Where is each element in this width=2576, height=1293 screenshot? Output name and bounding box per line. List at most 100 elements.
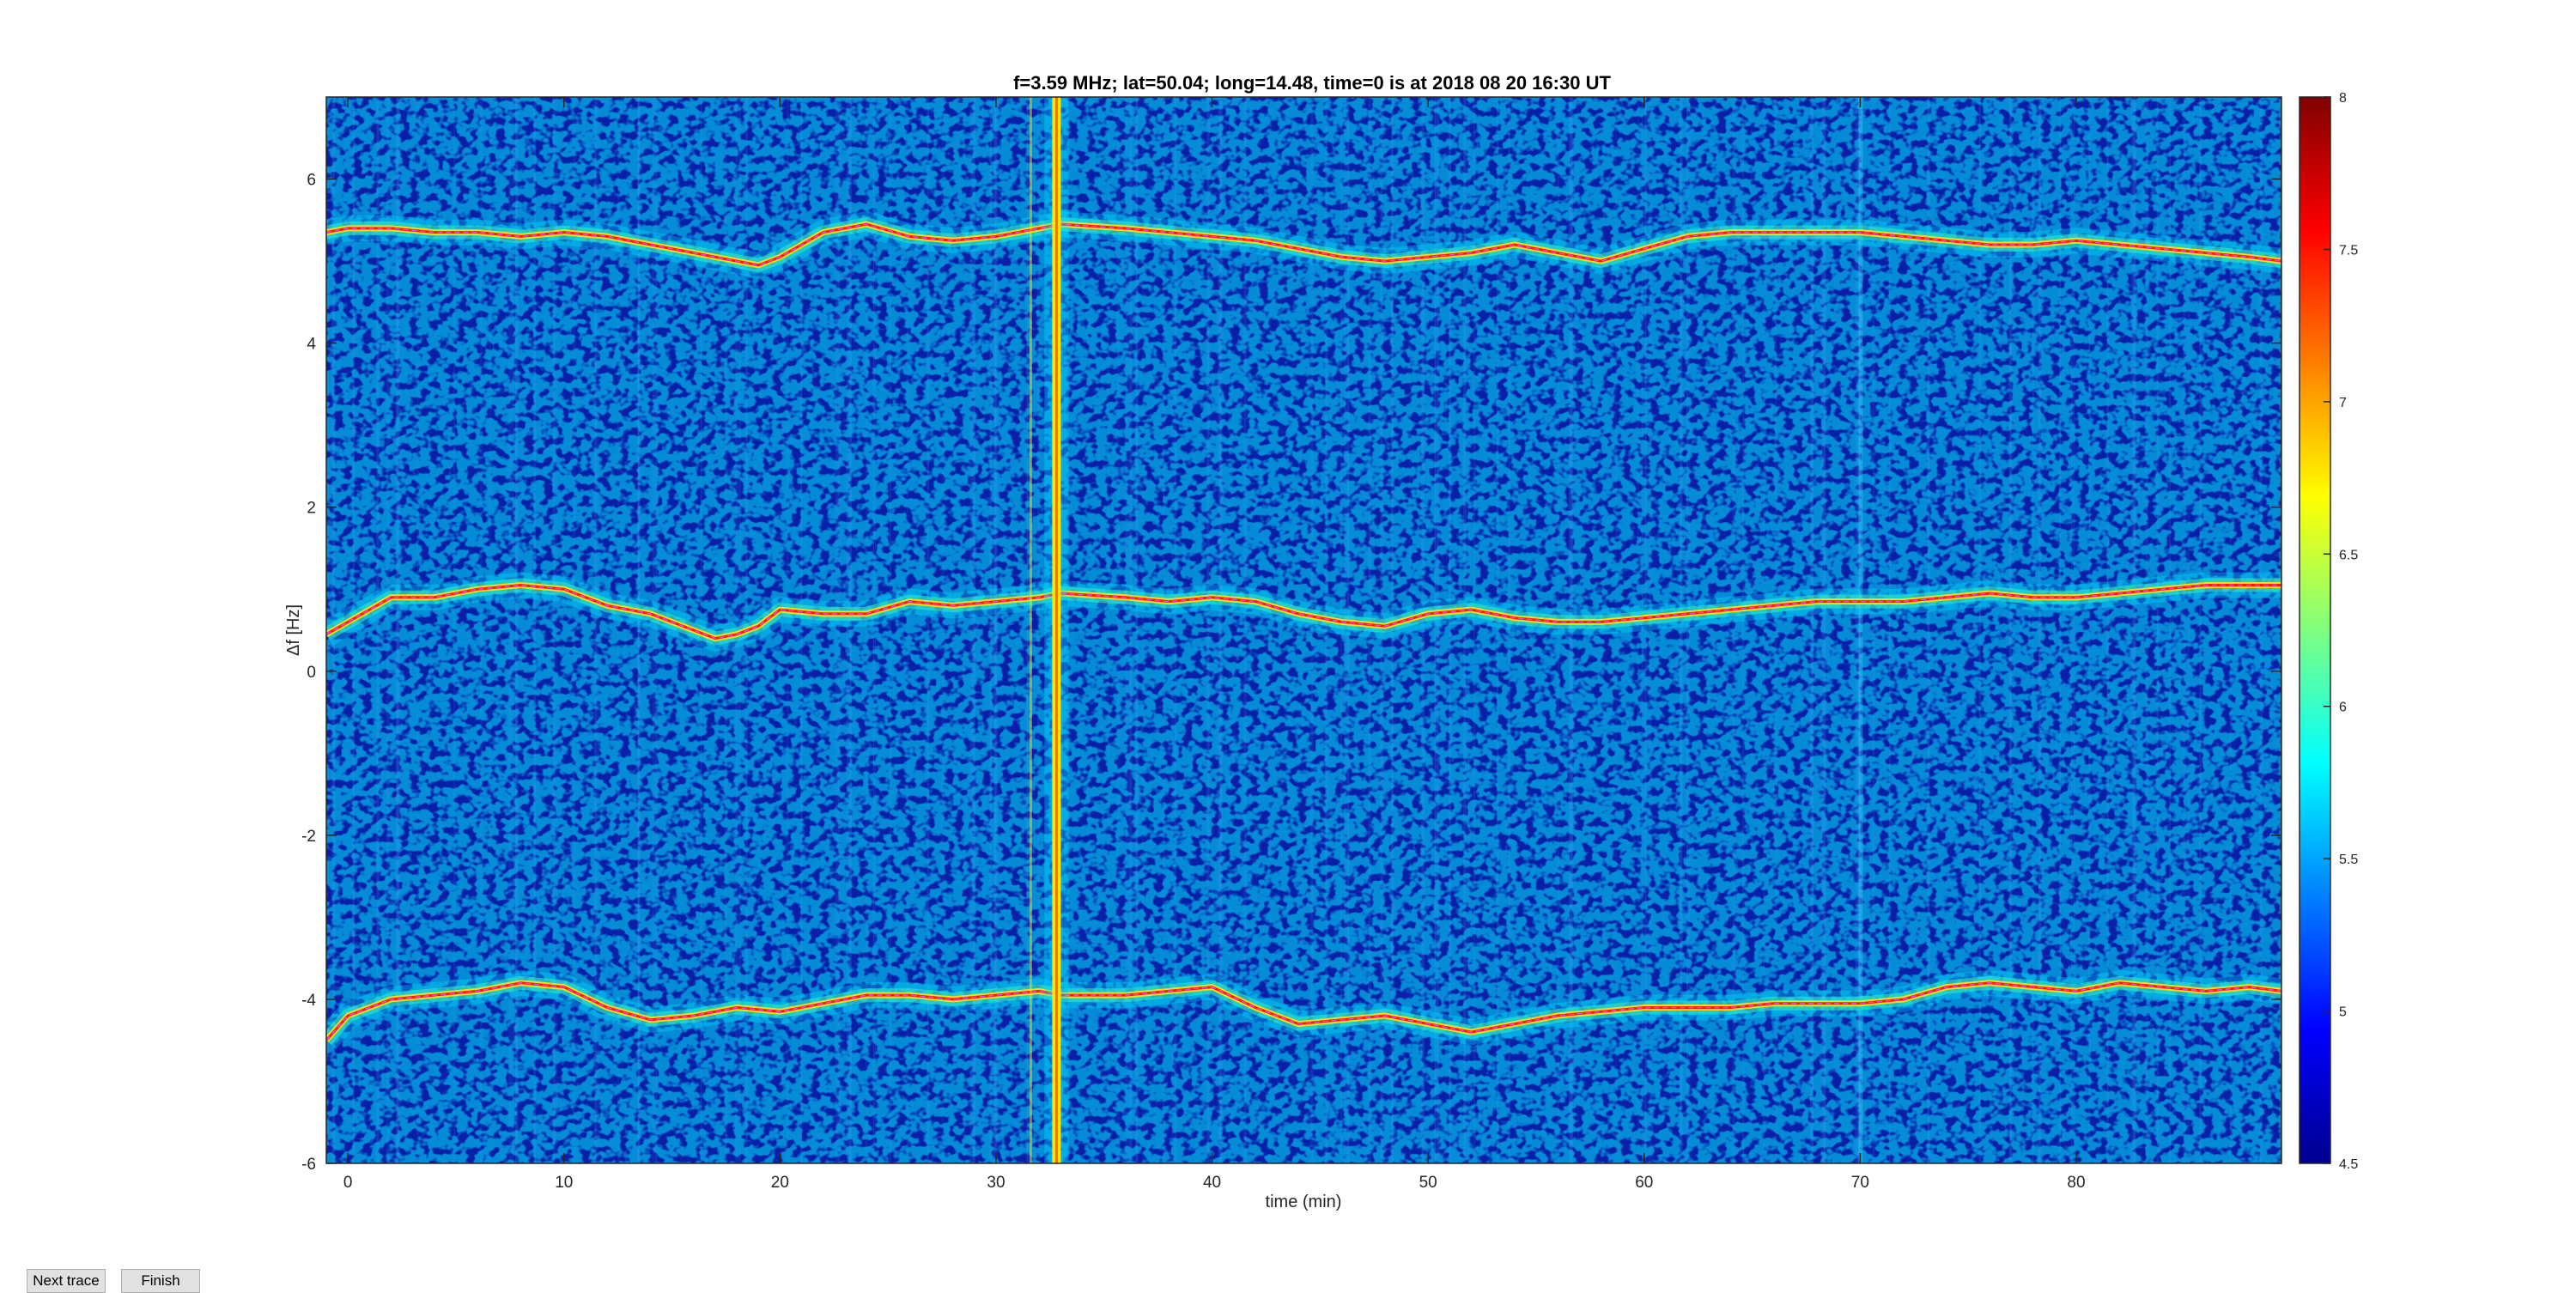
noise-stripe bbox=[989, 97, 993, 1163]
trace-1-fit bbox=[326, 584, 2281, 640]
noise-stripe bbox=[1810, 97, 1814, 1163]
noise-stripe bbox=[1229, 97, 1230, 1163]
noise-stripe bbox=[1680, 97, 1683, 1163]
noise-stripe bbox=[969, 97, 974, 1163]
noise-stripe bbox=[395, 97, 399, 1163]
x-axis-ticks: 0 10 20 30 40 50 60 70 80 bbox=[343, 97, 2086, 1192]
finish-button[interactable]: Finish bbox=[121, 1269, 200, 1293]
next-trace-button[interactable]: Next trace bbox=[27, 1269, 106, 1293]
noise-stripe bbox=[1171, 97, 1174, 1163]
noise-stripe bbox=[1820, 97, 1825, 1163]
noise-stripe bbox=[835, 97, 839, 1163]
noise-stripe bbox=[1310, 97, 1314, 1163]
noise-stripe bbox=[1125, 97, 1128, 1163]
noise-stripe bbox=[2038, 97, 2042, 1163]
noise-stripe bbox=[655, 97, 658, 1163]
noise-stripe bbox=[1641, 97, 1643, 1163]
noise-stripe bbox=[533, 97, 537, 1163]
noise-stripe bbox=[1615, 97, 1617, 1163]
noise-stripe bbox=[1436, 97, 1439, 1163]
colorbar-tick-label: 6.5 bbox=[2339, 548, 2358, 562]
x-tick-label: 20 bbox=[771, 1174, 789, 1192]
x-tick-label: 30 bbox=[987, 1174, 1005, 1192]
noise-stripe bbox=[1434, 97, 1437, 1163]
noise-stripe bbox=[416, 97, 418, 1163]
noise-stripe bbox=[1219, 97, 1223, 1163]
noise-stripe bbox=[1064, 97, 1066, 1163]
noise-stripe bbox=[874, 97, 877, 1163]
x-tick-label: 80 bbox=[2067, 1174, 2085, 1192]
noise-stripe bbox=[480, 97, 483, 1163]
plot-frame bbox=[325, 96, 2282, 1164]
noise-stripe bbox=[1888, 97, 1892, 1163]
noise-stripe bbox=[927, 97, 930, 1163]
noise-stripe bbox=[1644, 97, 1647, 1163]
noise-stripe bbox=[2199, 97, 2202, 1163]
noise-stripe bbox=[2008, 97, 2013, 1163]
noise-stripe bbox=[2182, 97, 2186, 1163]
noise-stripe bbox=[1467, 97, 1470, 1163]
noise-stripe bbox=[993, 97, 997, 1163]
noise-stripe bbox=[2259, 97, 2263, 1163]
noise-stripe bbox=[1557, 97, 1560, 1163]
noise-stripe bbox=[800, 97, 803, 1163]
noise-stripe bbox=[865, 97, 869, 1163]
noise-stripe bbox=[1128, 97, 1131, 1163]
noise-stripe bbox=[1637, 97, 1639, 1163]
noise-stripe bbox=[1508, 97, 1511, 1163]
noise-stripe bbox=[1060, 97, 1063, 1163]
noise-stripe bbox=[386, 97, 390, 1163]
noise-stripe bbox=[552, 97, 556, 1163]
noise-stripe bbox=[573, 97, 575, 1163]
noise-stripe bbox=[396, 97, 398, 1163]
noise-stripe bbox=[872, 97, 875, 1163]
noise-stripe bbox=[1325, 97, 1328, 1163]
noise-stripe bbox=[508, 97, 512, 1163]
noise-stripe bbox=[1050, 97, 1053, 1163]
chart-title: f=3.59 MHz; lat=50.04; long=14.48, time=… bbox=[1013, 72, 1611, 94]
x-tick-label: 40 bbox=[1203, 1174, 1221, 1192]
noise-stripe bbox=[848, 97, 852, 1163]
noise-stripe bbox=[1206, 97, 1210, 1163]
noise-stripe bbox=[1855, 97, 1858, 1163]
noise-stripe bbox=[1569, 97, 1572, 1163]
noise-stripe bbox=[2133, 97, 2136, 1163]
trace-2-fit bbox=[326, 982, 2281, 1041]
x-tick-label: 70 bbox=[1851, 1174, 1869, 1192]
noise-stripe bbox=[1742, 97, 1745, 1163]
noise-stripe bbox=[1142, 97, 1144, 1163]
noise-stripe bbox=[1497, 97, 1499, 1163]
noise-stripe bbox=[1243, 97, 1246, 1163]
noise-stripe bbox=[1135, 97, 1138, 1163]
colorbar-tick-label: 5.5 bbox=[2339, 853, 2358, 867]
y-tick-label: 2 bbox=[307, 500, 316, 518]
noise-stripe bbox=[1858, 97, 1861, 1163]
vertical-noise-stripes bbox=[331, 97, 2263, 1163]
noise-stripe bbox=[1449, 97, 1450, 1163]
noise-stripe bbox=[1686, 97, 1691, 1163]
noise-stripe bbox=[1577, 97, 1579, 1163]
noise-stripe bbox=[1130, 97, 1133, 1163]
trace-0-fit bbox=[326, 223, 2281, 266]
noise-stripe bbox=[1026, 97, 1029, 1163]
noise-stripe bbox=[995, 97, 999, 1163]
noise-stripe bbox=[1346, 97, 1350, 1163]
x-tick-label: 10 bbox=[555, 1174, 573, 1192]
noise-stripe bbox=[1409, 97, 1411, 1163]
x-tick-label: 0 bbox=[343, 1174, 353, 1192]
noise-stripe bbox=[1648, 97, 1652, 1163]
broadband-interference-line bbox=[1029, 97, 1069, 1163]
noise-stripe bbox=[2130, 97, 2135, 1163]
noise-stripe bbox=[2073, 97, 2075, 1163]
noise-stripe bbox=[556, 97, 557, 1163]
noise-stripe bbox=[786, 97, 789, 1163]
noise-stripe bbox=[1163, 97, 1165, 1163]
noise-stripe bbox=[2038, 97, 2041, 1163]
noise-stripe bbox=[1434, 97, 1437, 1163]
noise-stripe bbox=[617, 97, 620, 1163]
noise-stripe bbox=[2088, 97, 2091, 1163]
noise-stripe bbox=[1927, 97, 1930, 1163]
interference-side bbox=[1029, 97, 1032, 1163]
y-tick-label: 0 bbox=[307, 664, 316, 682]
x-tick-label: 60 bbox=[1635, 1174, 1653, 1192]
